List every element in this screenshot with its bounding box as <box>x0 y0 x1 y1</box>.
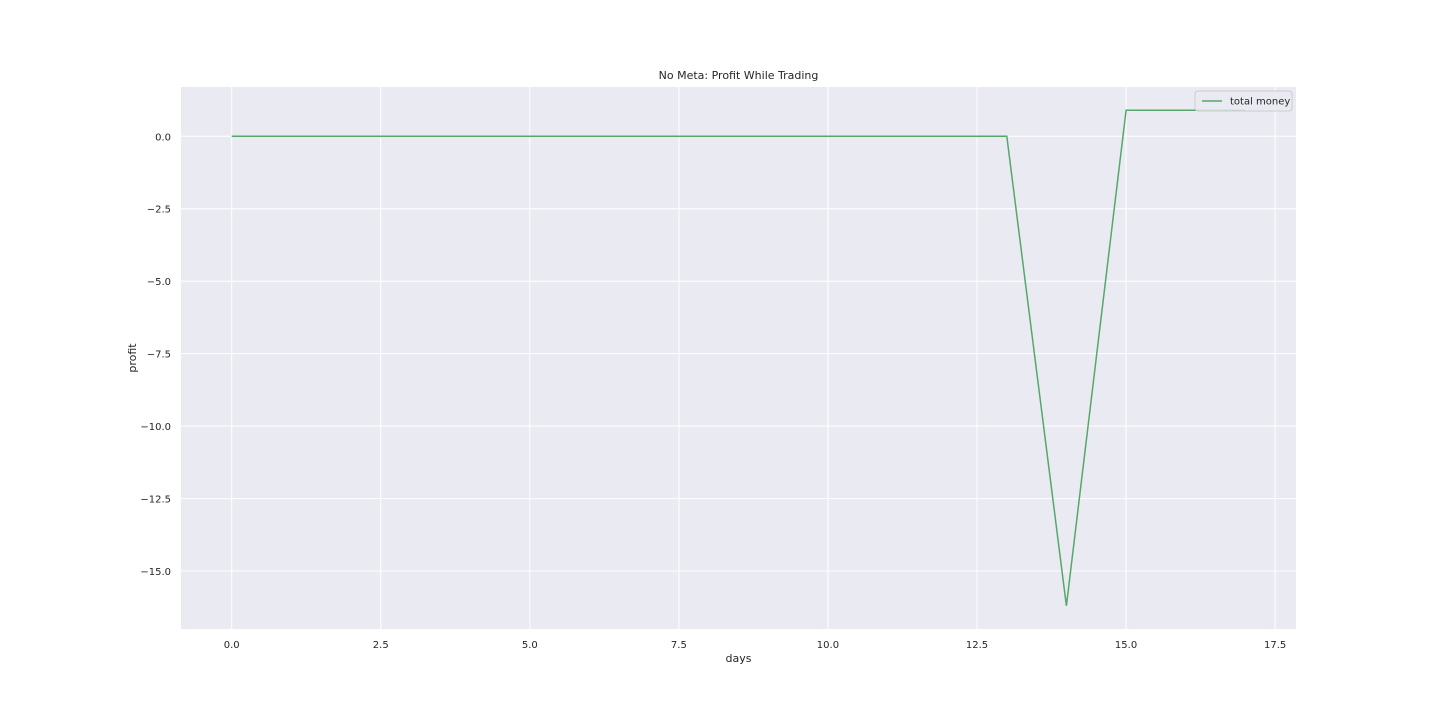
y-tick-label: −2.5 <box>147 205 171 216</box>
x-tick-label: 2.5 <box>373 640 389 651</box>
legend-label-total-money: total money <box>1230 97 1290 108</box>
y-tick-label: −5.0 <box>147 277 171 288</box>
x-tick-label: 0.0 <box>224 640 240 651</box>
legend-box <box>1194 90 1293 112</box>
x-tick-label: 15.0 <box>1115 640 1137 651</box>
y-tick-label: −12.5 <box>140 495 171 506</box>
x-tick-label: 12.5 <box>966 640 988 651</box>
legend: total money <box>1194 90 1293 112</box>
y-tick-label: −10.0 <box>140 422 171 433</box>
x-axis-label: days <box>726 652 752 665</box>
y-tick-label: 0.0 <box>155 132 171 143</box>
x-tick-label: 10.0 <box>817 640 839 651</box>
chart-title: No Meta: Profit While Trading <box>659 69 819 82</box>
plot-area <box>181 87 1296 629</box>
y-axis-label: profit <box>126 343 139 373</box>
series-line-total-money <box>231 109 1246 606</box>
x-tick-label: 17.5 <box>1264 640 1286 651</box>
y-tick-label: −7.5 <box>147 350 171 361</box>
y-tick-label: −15.0 <box>140 567 171 578</box>
tick-labels: 0.0 2.5 5.0 7.5 10.0 12.5 15.0 17.5 0.0 −2.5 −5.0 −… <box>140 132 1286 651</box>
grid-lines <box>181 87 1296 629</box>
x-tick-label: 7.5 <box>671 640 687 651</box>
series-layer <box>231 109 1246 606</box>
x-tick-label: 5.0 <box>522 640 538 651</box>
